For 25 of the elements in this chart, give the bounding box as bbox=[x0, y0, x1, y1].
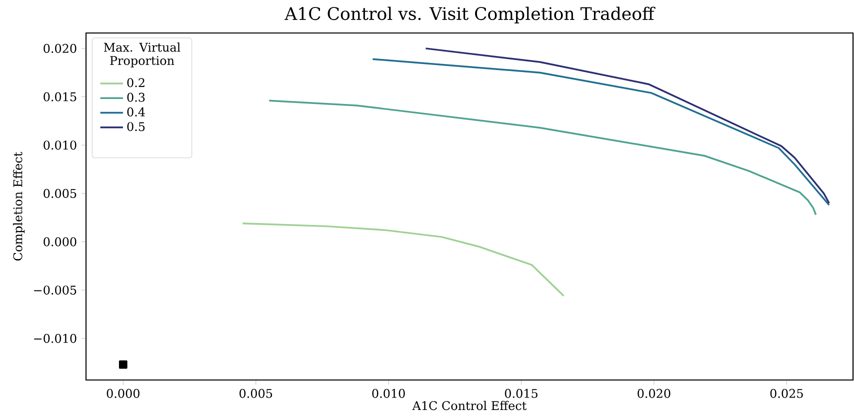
legend-label: 0.5 bbox=[127, 122, 145, 132]
legend-label: 0.4 bbox=[127, 107, 145, 116]
y-tick-label: −0.010 bbox=[34, 334, 76, 343]
x-tick-label: 0.010 bbox=[372, 388, 405, 398]
x-tick-label: 0.005 bbox=[240, 388, 272, 398]
legend-label: 0.3 bbox=[127, 92, 145, 102]
x-axis-title: A1C Control Effect bbox=[412, 400, 527, 410]
y-tick-label: 0.020 bbox=[44, 44, 76, 53]
legend-label: 0.2 bbox=[127, 78, 144, 88]
x-tick-label: 0.020 bbox=[638, 388, 670, 398]
y-tick-label: 0.010 bbox=[44, 140, 76, 150]
y-tick-label: 0.015 bbox=[44, 92, 76, 102]
line-series bbox=[424, 48, 830, 204]
chart-title: A1C Control vs. Visit Completion Tradeoff bbox=[284, 6, 656, 24]
x-tick-label: 0.015 bbox=[504, 388, 538, 398]
line-series bbox=[268, 100, 817, 216]
line-series bbox=[372, 58, 830, 206]
y-axis-title: Completion Effect bbox=[13, 152, 25, 261]
y-tick-label: 0.000 bbox=[44, 237, 76, 246]
legend-title: Max. Virtual Proportion bbox=[104, 42, 180, 68]
x-tick-label: 0.025 bbox=[770, 388, 803, 398]
x-tick-label: 0.000 bbox=[106, 388, 140, 398]
y-tick-label: −0.005 bbox=[34, 286, 76, 295]
line-series bbox=[242, 222, 565, 297]
y-tick-label: 0.005 bbox=[44, 188, 76, 198]
